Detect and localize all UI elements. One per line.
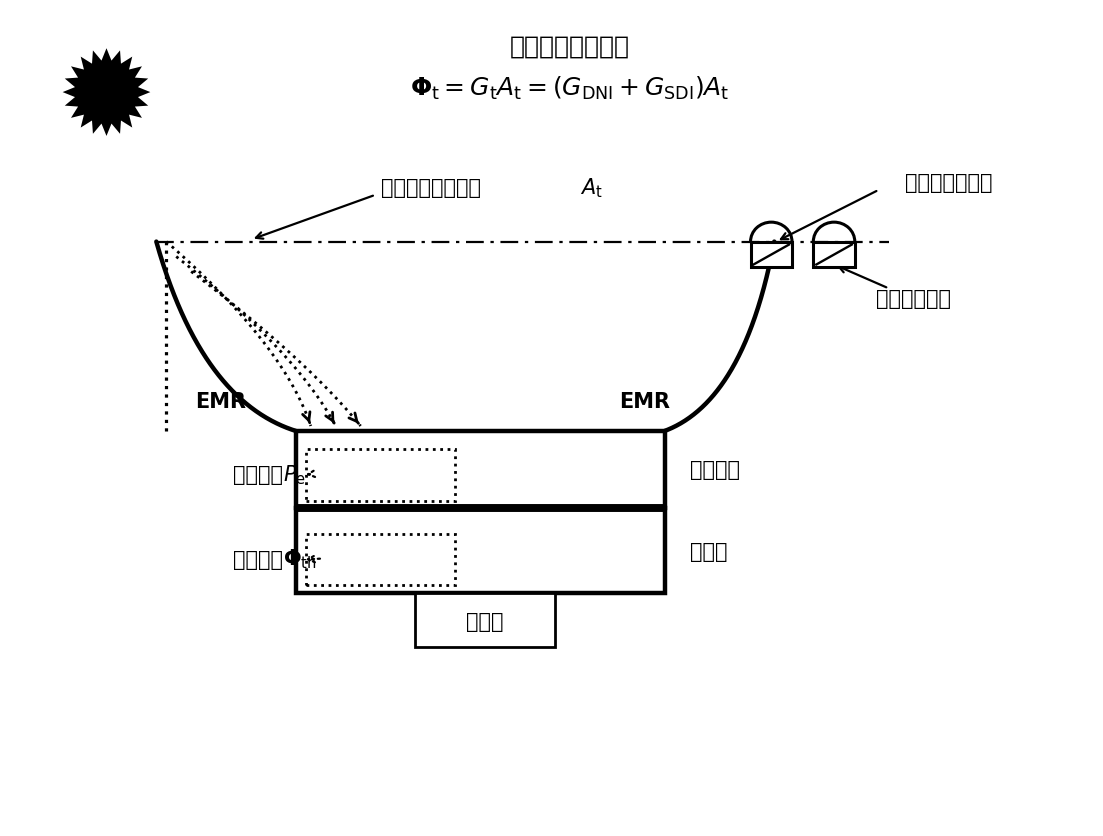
- Bar: [296, 508, 665, 594]
- Text: 散热器: 散热器: [689, 541, 727, 561]
- Text: 入射光孔采光面积: 入射光孔采光面积: [381, 177, 481, 197]
- Text: 跟踪器: 跟踪器: [467, 612, 504, 631]
- Bar: [813, 242, 855, 268]
- Text: 太阳总辐射表: 太阳总辐射表: [876, 289, 951, 309]
- Bar: [306, 534, 456, 586]
- Bar: [296, 431, 665, 508]
- Text: $\boldsymbol{\Phi}_\mathrm{th}$: $\boldsymbol{\Phi}_\mathrm{th}$: [282, 547, 317, 571]
- Text: $A_\mathrm{t}$: $A_\mathrm{t}$: [580, 176, 602, 199]
- Text: 产热流量: 产热流量: [233, 549, 282, 568]
- Text: $\boldsymbol{\Phi}_\mathrm{t}=G_\mathrm{t}A_\mathrm{t}=(G_\mathrm{DNI}+G_\mathrm: $\boldsymbol{\Phi}_\mathrm{t}=G_\mathrm{…: [410, 74, 730, 102]
- Bar: [416, 594, 555, 647]
- Text: 太阳总辐射通量：: 太阳总辐射通量：: [510, 34, 630, 59]
- Text: 太阳散射辐射表: 太阳散射辐射表: [904, 172, 993, 192]
- Text: $P_\mathrm{e}$: $P_\mathrm{e}$: [282, 462, 306, 486]
- Bar: [306, 450, 456, 501]
- Text: 光伏组件: 光伏组件: [689, 459, 739, 479]
- Bar: [750, 242, 792, 268]
- Polygon shape: [63, 49, 150, 137]
- Text: EMR: EMR: [195, 391, 247, 411]
- Text: EMR: EMR: [619, 391, 671, 411]
- Text: 产电功率: 产电功率: [233, 464, 282, 484]
